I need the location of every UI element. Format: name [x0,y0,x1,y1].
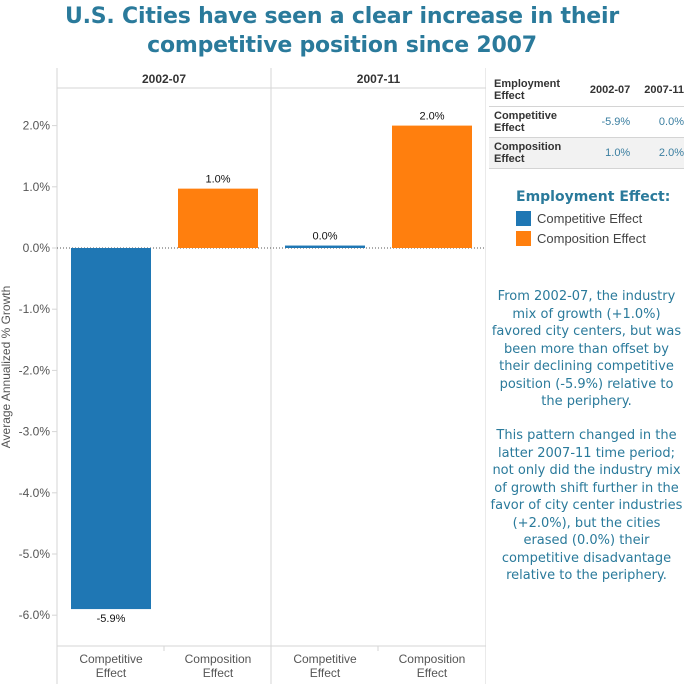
cell-competitive-2007-11: 0.0% [630,106,684,138]
header-line: Effect [494,90,525,102]
row-label-line: Composition [494,141,562,153]
data-label: -5.9% [97,613,126,625]
annotation-2007-11: This pattern changed in the latter 2007-… [490,428,683,583]
y-tick-label: -2.0% [19,363,51,377]
table-header-row: Employment Effect 2002-07 2007-11 [489,74,684,107]
x-category-label: Composition [185,652,252,666]
x-category-label: Composition [399,652,466,666]
legend-item-competitive[interactable]: Competitive Effect [516,208,670,228]
cell-composition-2002-07: 1.0% [575,137,631,169]
x-category-label: Effect [96,666,127,680]
x-category-label: Effect [203,666,234,680]
cell-competitive-2002-07: -5.9% [575,106,631,138]
legend-swatch-competitive [516,210,531,226]
bar-chart: 2002-07 2007-11 2.0% 1.0% 0.0% -1.0% -2.0% -3.0… [0,68,486,684]
row-label-line: Effect [494,122,525,134]
table-row: Competitive Effect -5.9% 0.0% [489,106,684,138]
table-header-employment-effect: Employment Effect [489,74,576,107]
legend-swatch-composition [516,230,531,246]
y-tick-label: 1.0% [23,180,51,194]
table-row: Composition Effect 1.0% 2.0% [489,137,684,169]
data-label: 1.0% [205,174,230,186]
y-tick-label: -1.0% [19,302,51,316]
y-tick-label: 0.0% [23,241,51,255]
bar-competitive-effect-2002-07 [71,248,151,610]
legend-label: Composition Effect [537,230,646,246]
legend-item-composition[interactable]: Composition Effect [516,228,670,248]
panel-header-2007-11: 2007-11 [357,72,401,86]
table-header-2002-07: 2002-07 [575,74,631,107]
bar-composition-effect-2002-07 [178,188,258,248]
employment-effect-table: Employment Effect 2002-07 2007-11 Compet… [489,74,684,169]
table-header-2007-11: 2007-11 [630,74,684,107]
cell-composition-2007-11: 2.0% [630,137,684,169]
y-tick-label: -5.0% [19,547,51,561]
row-label-competitive: Competitive Effect [489,106,576,138]
y-tick-label: -4.0% [19,486,51,500]
annotation-2002-07: From 2002-07, the industry mix of growth… [491,289,682,409]
legend-label: Competitive Effect [537,210,643,226]
header-line: Employment [494,78,561,90]
row-label-line: Effect [494,153,525,165]
bar-composition-effect-2007-11 [392,125,472,248]
legend: Employment Effect: Competitive Effect Co… [516,189,670,248]
page-title: U.S. Cities have seen a clear increase i… [64,4,620,58]
bar-competitive-effect-2007-11 [285,245,365,248]
panel-header-2002-07: 2002-07 [142,72,186,86]
x-category-label: Effect [310,666,341,680]
y-tick-label: 2.0% [23,119,51,133]
x-category-label: Competitive [79,652,143,666]
y-tick-label: -6.0% [19,608,51,622]
data-label: 0.0% [312,231,337,243]
y-axis-title: Average Annualized % Growth [0,286,13,449]
x-category-label: Effect [417,666,448,680]
data-label: 2.0% [419,111,444,123]
y-tick-label: -3.0% [19,425,51,439]
row-label-composition: Composition Effect [489,137,576,169]
x-category-label: Competitive [293,652,357,666]
row-label-line: Competitive [494,110,557,122]
legend-title: Employment Effect: [516,189,671,205]
